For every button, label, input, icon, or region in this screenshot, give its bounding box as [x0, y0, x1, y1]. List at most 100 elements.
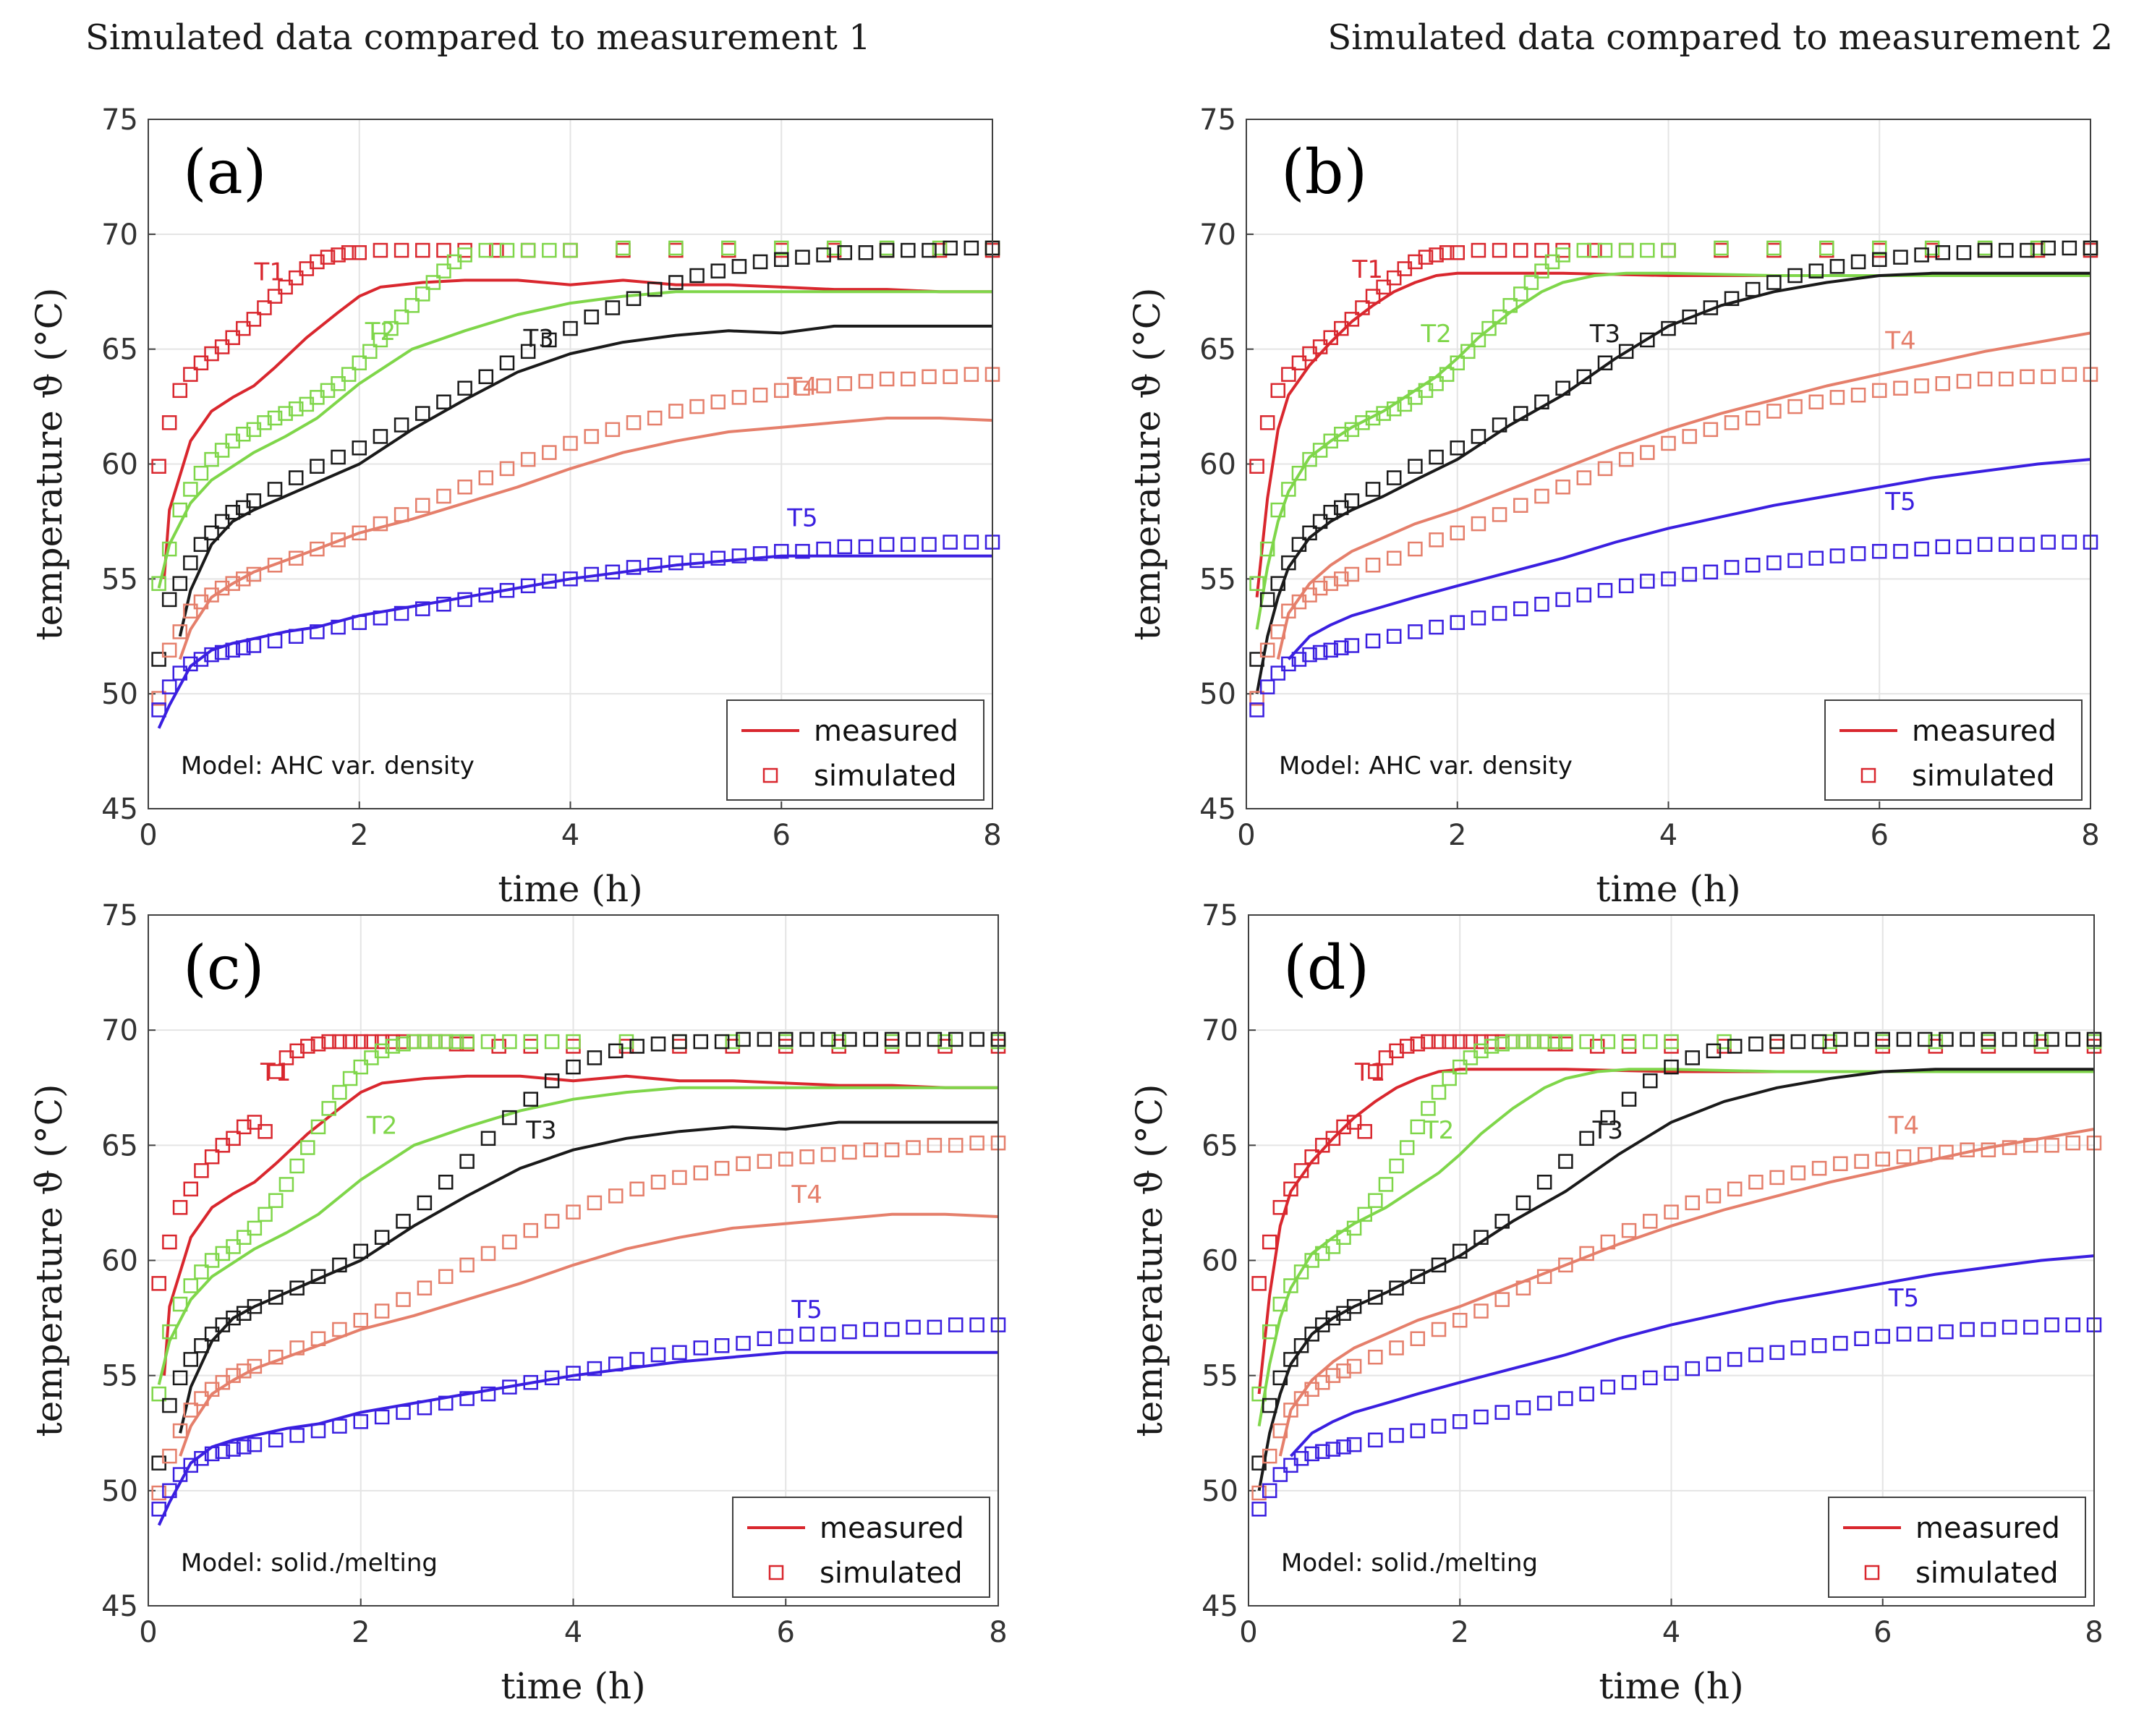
- data-point: [172, 502, 188, 518]
- data-point: [1291, 652, 1307, 667]
- series-label-t3: T3: [1592, 1116, 1623, 1145]
- data-point: [799, 1327, 814, 1342]
- data-point: [879, 242, 895, 258]
- data-point: [448, 1034, 464, 1050]
- data-point: [2002, 1140, 2017, 1155]
- data-point: [1513, 498, 1528, 513]
- data-point: [194, 1451, 209, 1466]
- data-point: [542, 445, 557, 460]
- data-point: [1251, 1485, 1267, 1501]
- data-point: [1576, 470, 1592, 485]
- data-point: [964, 535, 979, 550]
- data-point: [1558, 1034, 1573, 1050]
- data-point: [1429, 247, 1444, 263]
- data-point: [1893, 250, 1908, 265]
- data-point: [757, 1154, 773, 1169]
- data-point: [502, 1034, 517, 1050]
- data-point: [1450, 441, 1465, 456]
- y-tick-label: 55: [101, 1360, 138, 1393]
- data-point: [1515, 1280, 1531, 1295]
- data-point: [842, 1031, 857, 1047]
- data-point: [215, 1444, 231, 1459]
- data-point: [1787, 399, 1803, 414]
- data-point: [672, 1170, 687, 1186]
- data-point: [1259, 679, 1275, 694]
- data-point: [1917, 1031, 1933, 1047]
- data-point: [394, 507, 409, 522]
- data-point: [162, 1234, 177, 1250]
- data-point: [310, 1269, 326, 1285]
- data-point: [1872, 383, 1887, 399]
- data-point: [799, 1149, 814, 1165]
- x-tick-label: 0: [139, 819, 157, 852]
- data-point: [428, 1034, 443, 1050]
- data-point: [310, 1331, 326, 1346]
- data-point: [162, 1324, 177, 1340]
- data-point: [1325, 1442, 1341, 1457]
- data-point: [172, 383, 188, 399]
- data-point: [1408, 459, 1423, 474]
- y-tick-label: 65: [1201, 1129, 1238, 1162]
- data-point: [183, 656, 198, 672]
- x-tick-label: 2: [1451, 1616, 1469, 1649]
- model-note: Model: AHC var. density: [181, 752, 475, 780]
- legend-square-swatch: [768, 1565, 784, 1580]
- data-point: [310, 624, 325, 639]
- data-point: [459, 1034, 475, 1050]
- data-point: [1473, 1303, 1489, 1319]
- data-point: [1854, 1331, 1869, 1346]
- data-point: [214, 580, 230, 596]
- data-point: [1724, 415, 1740, 430]
- series-markers-t5-simulated: [1251, 1317, 2102, 1517]
- legend-label-simulated: simulated: [814, 760, 957, 793]
- data-point: [417, 1195, 433, 1211]
- data-point: [1896, 1031, 1912, 1047]
- y-tick-label: 70: [1201, 1014, 1238, 1047]
- data-point: [161, 679, 177, 694]
- series-label-t5: T5: [786, 503, 817, 532]
- data-point: [151, 702, 166, 718]
- y-tick-label: 75: [101, 899, 138, 932]
- panel-tag: (c): [183, 932, 265, 1003]
- data-point: [183, 603, 198, 619]
- data-point: [689, 268, 705, 284]
- data-point: [1875, 1031, 1890, 1047]
- data-point: [226, 1368, 241, 1383]
- y-tick-label: 45: [101, 793, 138, 826]
- data-point: [1452, 1059, 1468, 1075]
- data-point: [183, 555, 198, 571]
- data-point: [267, 289, 283, 304]
- data-point: [1262, 1324, 1277, 1340]
- y-tick-label: 55: [1199, 563, 1236, 596]
- data-point: [693, 1165, 708, 1180]
- data-point: [1956, 539, 1972, 555]
- series-label-t1: T1: [260, 1058, 291, 1087]
- data-point: [1977, 371, 1993, 387]
- data-point: [1270, 624, 1286, 639]
- data-point: [1597, 582, 1613, 598]
- data-point: [714, 1338, 730, 1353]
- data-point: [1325, 1239, 1341, 1254]
- data-point: [1896, 1149, 1912, 1165]
- data-point: [544, 1370, 560, 1386]
- data-point: [1471, 429, 1486, 444]
- data-point: [1621, 1034, 1637, 1050]
- data-point: [1281, 367, 1296, 382]
- data-point: [1346, 1298, 1362, 1314]
- data-point: [1450, 244, 1465, 260]
- data-point: [906, 1319, 921, 1335]
- data-point: [566, 1034, 581, 1050]
- legend-box: [1824, 699, 2083, 801]
- x-axis-label: time (h): [1596, 868, 1740, 910]
- data-point: [1272, 1370, 1288, 1386]
- data-point: [1724, 560, 1740, 575]
- x-tick-label: 6: [777, 1616, 795, 1649]
- y-axis-label: temperature ϑ (°C): [1126, 288, 1168, 641]
- data-point: [1829, 390, 1845, 405]
- data-point: [374, 1303, 390, 1319]
- data-point: [415, 286, 430, 302]
- data-point: [236, 1119, 252, 1135]
- data-point: [257, 300, 272, 315]
- data-point: [863, 1322, 878, 1337]
- data-point: [1576, 242, 1592, 258]
